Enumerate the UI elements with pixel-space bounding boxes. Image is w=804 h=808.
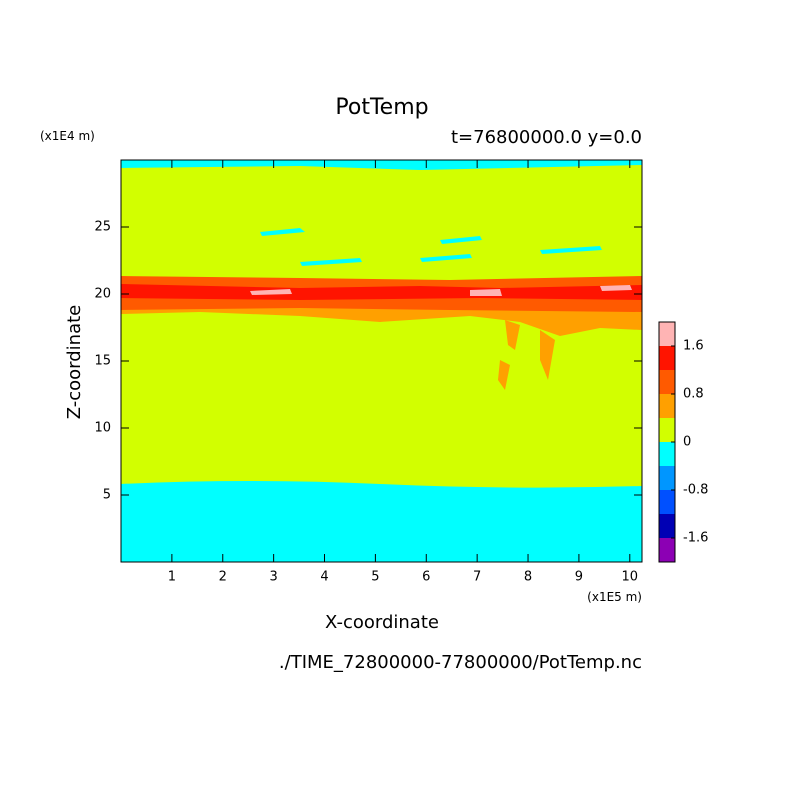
colorbar-bin [659,370,675,394]
colorbar-bin [659,538,675,562]
colorbar-bin [659,466,675,490]
colorbar-bin [659,394,675,418]
chart-title: PotTemp [335,95,428,120]
x-tick-label: 10 [622,570,639,585]
footer: ./TIME_72800000-77800000/PotTemp.nc [279,652,642,673]
x-unit: (x1E5 m) [587,590,642,604]
y-axis-label: Z-coordinate [64,305,85,420]
x-tick-label: 7 [473,570,481,585]
y-tick-label: 10 [94,421,111,436]
colorbar-tick-label: 0 [683,435,691,450]
x-tick-label: 2 [219,570,227,585]
colorbar-bin [659,346,675,370]
y-tick-label: 25 [94,220,111,235]
x-tick-label: 4 [320,570,328,585]
x-axis-label: X-coordinate [325,612,439,633]
y-tick-label: 5 [103,488,111,503]
x-tick-label: 9 [575,570,583,585]
x-tick-label: 6 [422,570,430,585]
x-tick-label: 8 [524,570,532,585]
colorbar-tick-label: -0.8 [683,483,708,498]
chart-subtitle: t=76800000.0 y=0.0 [451,127,642,148]
colorbar-bin [659,442,675,466]
y-tick-label: 20 [94,287,111,302]
colorbar-tick-label: -1.6 [683,531,708,546]
colorbar-tick-label: 0.8 [683,387,704,402]
x-tick-label: 5 [371,570,379,585]
x-tick-label: 3 [269,570,277,585]
x-tick-label: 1 [168,570,176,585]
y-unit: (x1E4 m) [40,129,95,143]
colorbar-bin [659,418,675,442]
colorbar-bin [659,490,675,514]
contour-field [121,160,642,562]
colorbar-tick-label: 1.6 [683,339,704,354]
colorbar-bin [659,322,675,346]
y-tick-label: 15 [94,354,111,369]
colorbar-bin [659,514,675,538]
